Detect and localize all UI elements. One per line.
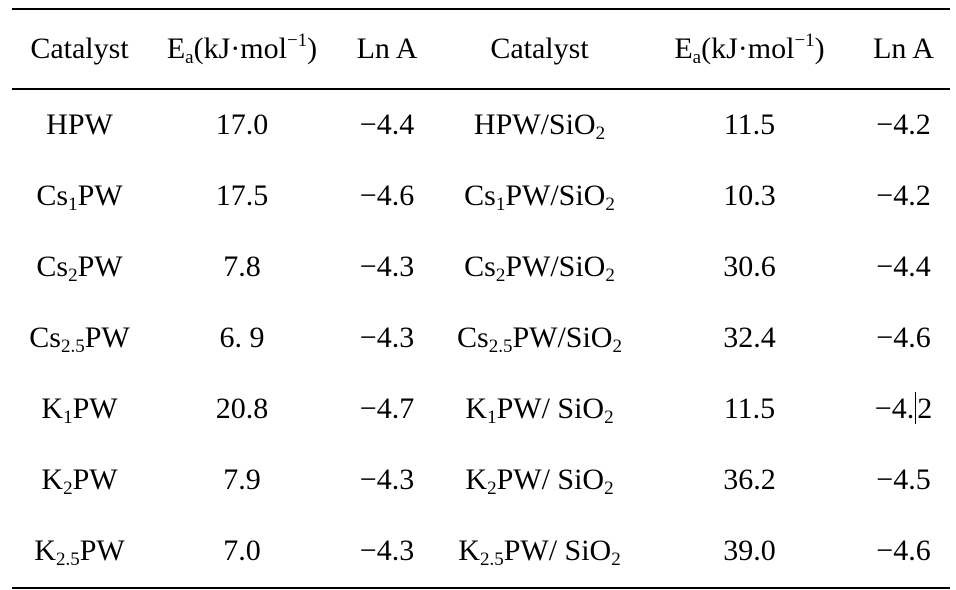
bottom-rule	[12, 586, 950, 589]
header-row: Catalyst Ea(kJ·mol−1) Ln A Catalyst Ea(k…	[12, 10, 950, 88]
cell-left-lna: −4.7	[359, 392, 415, 425]
header-catalyst-left: Catalyst	[30, 32, 129, 65]
header-ea-left: Ea(kJ·mol−1)	[166, 30, 318, 68]
cell-left-lna: −4.6	[359, 179, 415, 212]
cell-right-catalyst: HPW/SiO2	[473, 108, 606, 144]
header-catalyst-right: Catalyst	[490, 32, 589, 65]
table-row: Cs2.5PW 6. 9 −4.3 Cs2.5PW/SiO2 32.4 −4.6	[12, 303, 950, 374]
cell-left-catalyst: K2PW	[41, 463, 118, 499]
cell-left-catalyst: Cs2.5PW	[29, 321, 130, 357]
cell-right-ea: 11.5	[723, 392, 776, 425]
cell-left-ea: 20.8	[215, 392, 269, 425]
cell-left-ea: 7.8	[223, 250, 261, 283]
cell-right-ea: 39.0	[723, 534, 776, 567]
cell-left-catalyst: Cs2PW	[36, 250, 123, 286]
cell-left-catalyst: K1PW	[41, 392, 118, 428]
top-rule	[12, 8, 950, 10]
text-cursor-mark	[915, 392, 917, 424]
cell-left-lna: −4.3	[359, 250, 415, 283]
cell-left-ea: 17.0	[215, 108, 269, 141]
table-row: K1PW 20.8 −4.7 K1PW/ SiO2 11.5 −4. 2	[12, 374, 950, 445]
cell-left-lna: −4.3	[359, 463, 415, 496]
cell-left-ea: 6. 9	[219, 321, 265, 354]
cell-right-ea: 10.3	[723, 179, 776, 212]
cell-left-lna: −4.3	[359, 534, 415, 567]
table-row: K2PW 7.9 −4.3 K2PW/ SiO2 36.2 −4.5	[12, 445, 950, 516]
cell-left-lna: −4.3	[359, 321, 415, 354]
cell-right-lna: −4.6	[876, 534, 931, 567]
cell-right-lna: −4.5	[876, 463, 931, 496]
cell-left-lna: −4.4	[359, 108, 415, 141]
cell-right-catalyst: K2.5PW/ SiO2	[458, 534, 621, 570]
table-row: K2.5PW 7.0 −4.3 K2.5PW/ SiO2 39.0 −4.6	[12, 516, 950, 587]
header-ea-right: Ea(kJ·mol−1)	[674, 30, 825, 68]
cell-right-lna: −4.2	[876, 108, 931, 141]
header-lna-left: Ln A	[356, 32, 418, 65]
cell-right-lna: −4.4	[876, 250, 931, 283]
catalyst-kinetics-table: Catalyst Ea(kJ·mol−1) Ln A Catalyst Ea(k…	[12, 10, 950, 587]
cell-right-catalyst: Cs2PW/SiO2	[464, 250, 615, 286]
cell-left-catalyst: Cs1PW	[36, 179, 123, 215]
cell-left-ea: 17.5	[215, 179, 269, 212]
cell-left-ea: 7.0	[223, 534, 261, 567]
cell-right-catalyst: K1PW/ SiO2	[465, 392, 614, 428]
cell-right-ea: 11.5	[723, 108, 776, 141]
table-row: Cs2PW 7.8 −4.3 Cs2PW/SiO2 30.6 −4.4	[12, 232, 950, 303]
cell-right-ea: 30.6	[723, 250, 776, 283]
cell-right-ea: 36.2	[723, 463, 776, 496]
data-table-container: Catalyst Ea(kJ·mol−1) Ln A Catalyst Ea(k…	[12, 8, 950, 589]
header-rule	[12, 88, 950, 90]
cell-left-catalyst: HPW	[46, 108, 113, 141]
cell-right-lna: −4.6	[876, 321, 931, 354]
table-row: Cs1PW 17.5 −4.6 Cs1PW/SiO2 10.3 −4.2	[12, 161, 950, 232]
cell-right-ea: 32.4	[723, 321, 776, 354]
cell-right-catalyst: Cs1PW/SiO2	[464, 179, 615, 215]
header-lna-right: Ln A	[873, 32, 934, 65]
cell-left-ea: 7.9	[223, 463, 261, 496]
cell-right-lna: −4.2	[876, 179, 931, 212]
cell-right-lna: −4.2	[874, 392, 933, 425]
cell-right-catalyst: Cs2.5PW/SiO2	[457, 321, 622, 357]
cell-left-catalyst: K2.5PW	[34, 534, 125, 570]
table-row: HPW 17.0 −4.4 HPW/SiO2 11.5 −4.2	[12, 90, 950, 161]
cell-right-catalyst: K2PW/ SiO2	[465, 463, 614, 499]
